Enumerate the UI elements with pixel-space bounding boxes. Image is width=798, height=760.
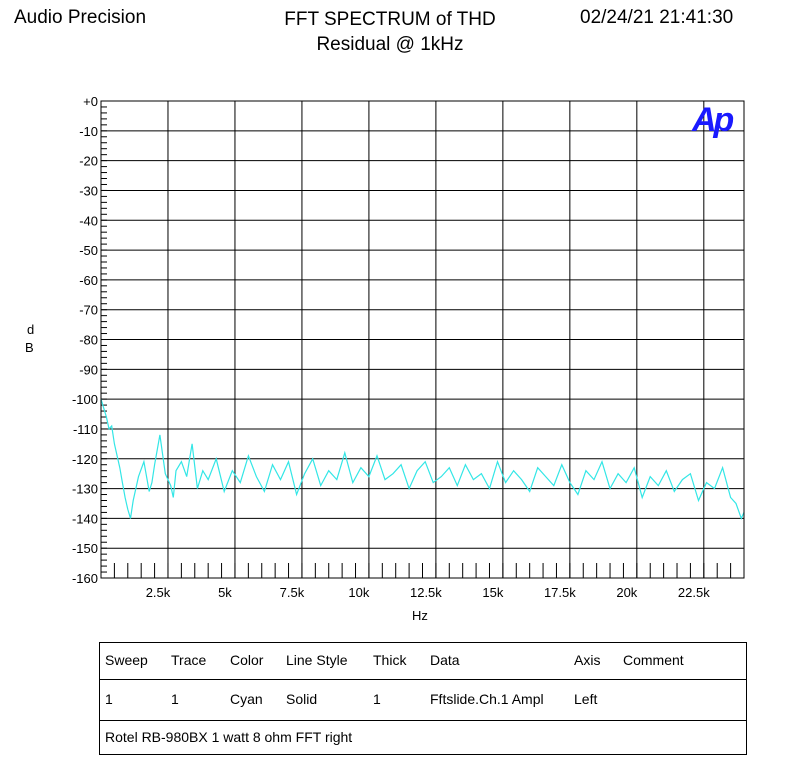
legend-header-row: Sweep Trace Color Line Style Thick Data … <box>100 643 746 680</box>
traces <box>100 398 745 521</box>
legend-table: Sweep Trace Color Line Style Thick Data … <box>99 642 747 755</box>
y-tick-label: -140 <box>72 511 98 526</box>
y-tick-label: -90 <box>79 362 98 377</box>
y-axis-label-b: B <box>25 340 34 355</box>
trace-line <box>100 398 745 521</box>
legend-trace: 1 <box>171 691 179 707</box>
y-tick-label: -130 <box>72 482 98 497</box>
legend-header-data: Data <box>430 652 460 668</box>
x-tick-label: 5k <box>218 585 232 600</box>
legend-trace-row: 1 1 Cyan Solid 1 Fftslide.Ch.1 Ampl Left <box>100 680 746 721</box>
x-tick-label: 15k <box>482 585 503 600</box>
y-tick-label: -100 <box>72 392 98 407</box>
x-tick-label: 22.5k <box>678 585 710 600</box>
y-tick-label: -110 <box>73 422 98 437</box>
y-tick-labels: +0 -10 -20 -30 -40 -50 -60 -70 -80 -90 -100 -110 -12… <box>72 94 98 586</box>
chart-title-line2: Residual @ 1kHz <box>316 34 464 55</box>
y-tick-label: -80 <box>79 333 98 348</box>
ap-logo: Ap <box>692 101 734 139</box>
chart-title-line1: FFT SPECTRUM of THD <box>284 9 496 30</box>
legend-header-trace: Trace <box>171 652 207 668</box>
x-tick-label: 12.5k <box>410 585 442 600</box>
y-tick-label: -20 <box>79 154 98 169</box>
y-tick-label: +0 <box>83 94 98 109</box>
x-tick-label: 17.5k <box>544 585 576 600</box>
legend-header-color: Color <box>230 652 264 668</box>
minor-ticks <box>101 100 732 579</box>
legend-data: Fftslide.Ch.1 Ampl <box>430 691 544 707</box>
chart-title: FFT SPECTRUM of THD Residual @ 1kHz <box>260 7 520 57</box>
x-tick-label: 20k <box>616 585 637 600</box>
y-axis-label-d: d <box>27 322 34 337</box>
x-axis-label: Hz <box>412 608 428 623</box>
grid-lines <box>101 100 744 579</box>
legend-comment-text: Rotel RB-980BX 1 watt 8 ohm FFT right <box>105 729 353 745</box>
legend-color: Cyan <box>230 691 263 707</box>
y-tick-label: -150 <box>72 541 98 556</box>
y-tick-label: -70 <box>79 303 98 318</box>
legend-axis: Left <box>574 691 598 707</box>
legend-header-sweep: Sweep <box>105 652 148 668</box>
legend-header-line-style: Line Style <box>286 652 348 668</box>
y-tick-label: -160 <box>72 571 98 586</box>
legend-sweep: 1 <box>105 691 113 707</box>
legend-comment-row: Rotel RB-980BX 1 watt 8 ohm FFT right <box>100 721 746 754</box>
fft-chart: +0 -10 -20 -30 -40 -50 -60 -70 -80 -90 -100 -110 -12… <box>25 94 745 623</box>
legend-line-style: Solid <box>286 691 318 707</box>
x-tick-label: 10k <box>348 585 369 600</box>
y-tick-label: -120 <box>72 452 98 467</box>
y-tick-label: -10 <box>79 124 98 139</box>
y-tick-label: -40 <box>79 213 98 228</box>
legend-thick: 1 <box>373 691 381 707</box>
legend-header-axis: Axis <box>574 652 601 668</box>
plot-frame <box>100 100 745 579</box>
y-tick-label: -50 <box>79 243 98 258</box>
header-timestamp: 02/24/21 21:41:30 <box>580 7 734 28</box>
legend-header-comment: Comment <box>623 652 684 668</box>
x-tick-labels: 2.5k 5k 7.5k 10k 12.5k 15k 17.5k 20k 22.5k <box>146 585 711 600</box>
y-tick-label: -60 <box>79 273 98 288</box>
legend-header-thick: Thick <box>373 652 407 668</box>
header-left-text: Audio Precision <box>14 7 147 28</box>
x-tick-label: 2.5k <box>146 585 171 600</box>
x-tick-label: 7.5k <box>280 585 305 600</box>
y-tick-label: -30 <box>79 183 98 198</box>
